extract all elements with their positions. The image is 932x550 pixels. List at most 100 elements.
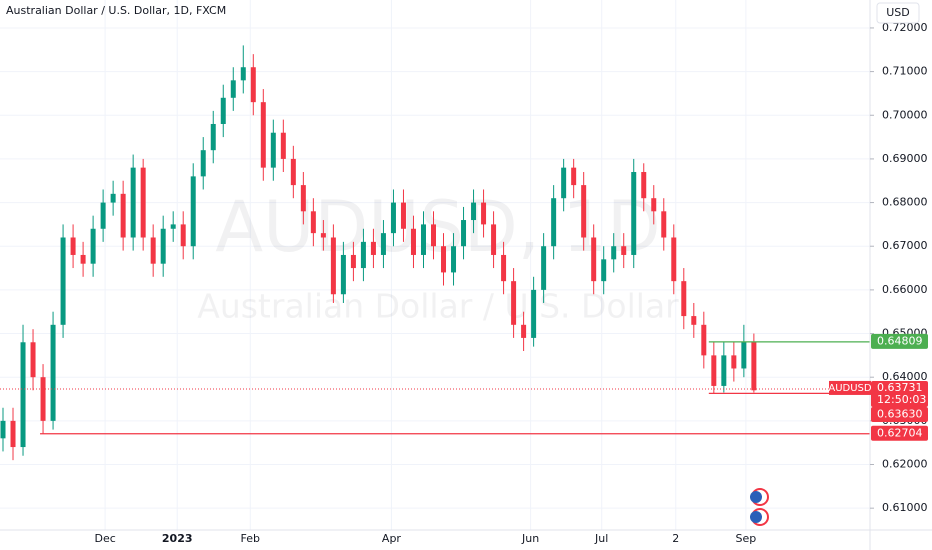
x-tick-label: Jul (594, 532, 608, 545)
candle-body (671, 237, 677, 282)
candle-body (471, 202, 477, 221)
x-tick-label: Dec (94, 532, 115, 545)
candle-body (160, 228, 166, 264)
candle-body (370, 241, 376, 255)
candle-body (310, 211, 316, 234)
candle-body (420, 224, 426, 255)
candle-body (491, 224, 497, 255)
candle-body (70, 237, 76, 255)
candle-body (390, 202, 396, 234)
y-tick-label: 0.67000 (882, 239, 928, 252)
candle-body (731, 355, 737, 369)
symbol-tag (829, 380, 871, 395)
candle-body (120, 193, 126, 238)
candle-body (681, 281, 687, 317)
y-tick-label: 0.62000 (882, 458, 928, 471)
candle-body (230, 80, 236, 98)
candle-body (30, 342, 36, 378)
candle-body (691, 316, 697, 325)
candle-body (451, 246, 457, 273)
y-tick-label: 0.66000 (882, 283, 928, 296)
candle-body (601, 259, 607, 282)
candle-body (80, 254, 86, 264)
symbol-tag-label: AUDUSD (828, 383, 872, 394)
candle-body (661, 211, 667, 238)
y-tick-label: 0.61000 (882, 501, 928, 514)
candle-body (340, 254, 346, 295)
candle-body (240, 67, 246, 81)
candle-body (360, 241, 366, 269)
candle-body (561, 167, 567, 199)
candle-body (541, 246, 547, 290)
watermark-subtitle: Australian Dollar / U.S. Dollar (197, 287, 679, 326)
candle-body (430, 224, 436, 247)
level-tag (871, 333, 928, 349)
candle-body (400, 202, 406, 229)
y-tick-label: 0.70000 (882, 108, 928, 121)
event-icons (750, 488, 769, 526)
chart-title: Australian Dollar / U.S. Dollar, 1D, FXC… (6, 4, 226, 17)
level-tag (871, 406, 928, 422)
currency-label[interactable]: USD (886, 6, 910, 19)
currency-button[interactable] (876, 2, 920, 24)
candle-body (631, 172, 637, 255)
candle-body (721, 355, 727, 386)
y-tick-label: 0.71000 (882, 65, 928, 78)
y-tick-label: 0.69000 (882, 152, 928, 165)
candle-body (40, 377, 46, 421)
candle-body (0, 420, 6, 439)
candle-body (350, 254, 356, 269)
candle-body (711, 355, 717, 386)
x-tick-label: 2 (672, 532, 679, 545)
candle-body (130, 167, 136, 238)
candle-body (410, 228, 416, 255)
level-tag (871, 425, 928, 441)
level-tag-label: 0.62704 (877, 426, 923, 439)
candle-body (441, 246, 447, 273)
candle-body (320, 233, 326, 238)
price-tag-label: 0.63731 (877, 381, 923, 394)
candle-body (210, 123, 216, 151)
x-tick-label: 2023 (162, 532, 193, 545)
candle-body (551, 198, 557, 247)
watermark: AUDUSD, 1D (215, 186, 661, 268)
candle-body (461, 220, 467, 247)
y-tick-label: 0.72000 (882, 21, 928, 34)
countdown-label: 12:50:03 (877, 393, 926, 406)
price-tag (871, 380, 928, 407)
candle-body (380, 233, 386, 255)
candle-body (250, 67, 256, 103)
candle-body (651, 198, 657, 212)
level-tag-label: 0.63630 (877, 407, 923, 420)
candle-body (180, 224, 186, 247)
candle-body (280, 132, 286, 159)
y-tick-label: 0.64000 (882, 370, 928, 383)
candle-body (330, 237, 336, 295)
candle-body (701, 324, 707, 356)
candle-body (170, 224, 176, 229)
candle-body (581, 185, 587, 238)
x-tick-label: Jun (521, 532, 539, 545)
candle-body (220, 97, 226, 124)
candle-body (90, 228, 96, 264)
level-tag-label: 0.64809 (877, 334, 923, 347)
candle-body (20, 342, 26, 448)
candle-body (571, 167, 577, 186)
candle-body (511, 281, 517, 325)
candle-body (521, 324, 527, 338)
candle-body (190, 176, 196, 247)
candle-body (501, 254, 507, 282)
candle-body (290, 158, 296, 186)
candle-body (591, 237, 597, 282)
candle-body (300, 185, 306, 212)
x-tick-label: Feb (241, 532, 260, 545)
candle-body (611, 246, 617, 260)
y-tick-label: 0.68000 (882, 196, 928, 209)
candle-body (10, 420, 16, 448)
candle-body (751, 342, 757, 391)
candle-body (641, 172, 647, 199)
candle-body (50, 324, 56, 421)
candle-body (621, 246, 627, 255)
